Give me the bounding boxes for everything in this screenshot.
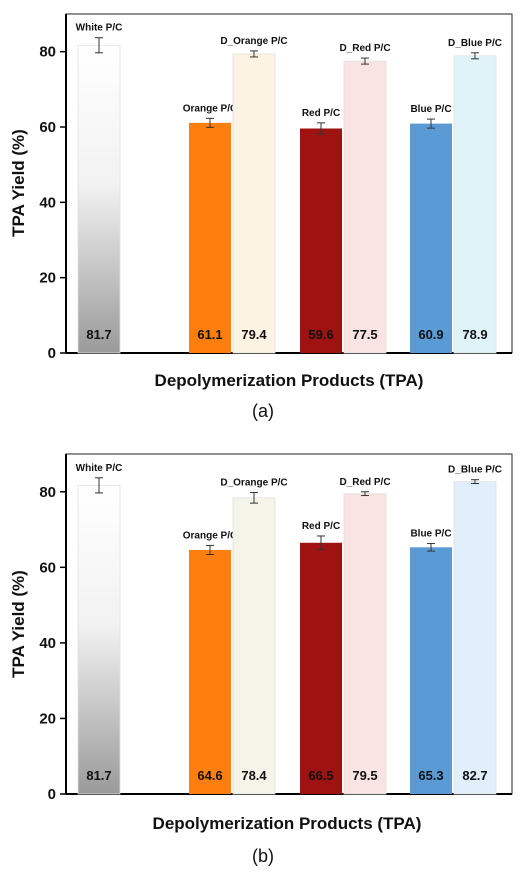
bar-d-blue-p-c-a — [453, 55, 497, 354]
bar-red-p-c-a — [300, 128, 342, 353]
bar-name-label: White P/C — [76, 23, 123, 34]
bar-value-label: 60.9 — [418, 327, 443, 342]
bar-blue-p-c-b — [410, 547, 452, 794]
bar-value-label: 66.5 — [308, 768, 333, 783]
bar-name-label: D_Blue P/C — [448, 38, 502, 49]
y-tick-label: 80 — [39, 484, 56, 501]
bar-d-orange-p-c-a — [232, 53, 276, 354]
bars-b: White P/C 81.7 Orange P/C 64.6 D_Orange P/C 7… — [76, 463, 502, 795]
bar-value-label: 81.7 — [86, 327, 111, 342]
bar-name-label: D_Red P/C — [339, 477, 390, 488]
y-tick-label: 40 — [39, 635, 56, 652]
x-axis-title-a: Depolymerization Products (TPA) — [155, 371, 424, 390]
bar-d-blue-p-c-b — [453, 481, 497, 795]
bar-value-label: 59.6 — [308, 327, 333, 342]
bar-value-label: 79.5 — [352, 768, 377, 783]
bar-name-label: Orange P/C — [183, 103, 237, 114]
y-tick-label: 80 — [39, 44, 56, 61]
y-axis-title-b: TPA Yield (%) — [9, 570, 28, 678]
y-tick-label: 0 — [48, 345, 56, 362]
bar-name-label: Blue P/C — [410, 529, 451, 540]
bar-white-p-c-b — [77, 484, 121, 795]
x-axis-title-b: Depolymerization Products (TPA) — [153, 814, 422, 833]
bar-name-label: D_Blue P/C — [448, 465, 502, 476]
bar-value-label: 65.3 — [418, 768, 443, 783]
bars-a: White P/C 81.7 Orange P/C 61.1 D_Orange P/C 7… — [76, 23, 502, 354]
chart-panel-b: 0 20 40 60 80 White P/C 81.7 Orange P/C 64.6 D_O… — [9, 453, 513, 866]
y-tick-label: 20 — [39, 710, 56, 727]
bar-value-label: 61.1 — [197, 327, 222, 342]
chart-panel-a: 0 20 40 60 80 White P/C 81.7 Orange P/C 61.1 D_O… — [9, 13, 513, 421]
y-ticks-a: 0 20 40 60 80 — [39, 44, 66, 362]
bar-name-label: D_Orange P/C — [220, 478, 287, 489]
bar-value-label: 82.7 — [462, 768, 487, 783]
caption-a: (a) — [252, 401, 274, 421]
bar-blue-p-c-a — [410, 123, 452, 353]
bar-orange-p-c-b — [189, 549, 231, 794]
bar-value-label: 77.5 — [352, 327, 377, 342]
bar-name-label: Blue P/C — [410, 104, 451, 115]
y-tick-label: 20 — [39, 270, 56, 287]
bar-d-red-p-c-a — [343, 60, 387, 354]
caption-b: (b) — [252, 846, 274, 866]
y-tick-label: 60 — [39, 119, 56, 136]
bar-name-label: D_Orange P/C — [220, 36, 287, 47]
y-ticks-b: 0 20 40 60 80 — [39, 484, 66, 803]
bar-value-label: 64.6 — [197, 768, 222, 783]
bar-value-label: 78.4 — [241, 768, 267, 783]
y-tick-label: 40 — [39, 194, 56, 211]
bar-name-label: Red P/C — [302, 521, 340, 532]
bar-white-p-c-a — [77, 44, 121, 354]
bar-red-p-c-b — [300, 542, 342, 794]
bar-d-red-p-c-b — [343, 493, 387, 795]
y-tick-label: 0 — [48, 786, 56, 803]
bar-orange-p-c-a — [189, 122, 231, 354]
bar-value-label: 81.7 — [86, 768, 111, 783]
y-tick-label: 60 — [39, 559, 56, 576]
bar-name-label: White P/C — [76, 463, 123, 474]
y-axis-title-a: TPA Yield (%) — [9, 129, 28, 237]
bar-value-label: 78.9 — [462, 327, 487, 342]
bar-name-label: Orange P/C — [183, 530, 237, 541]
bar-name-label: Red P/C — [302, 108, 340, 119]
bar-name-label: D_Red P/C — [339, 43, 390, 54]
bar-d-orange-p-c-b — [232, 497, 276, 795]
bar-value-label: 79.4 — [241, 327, 267, 342]
